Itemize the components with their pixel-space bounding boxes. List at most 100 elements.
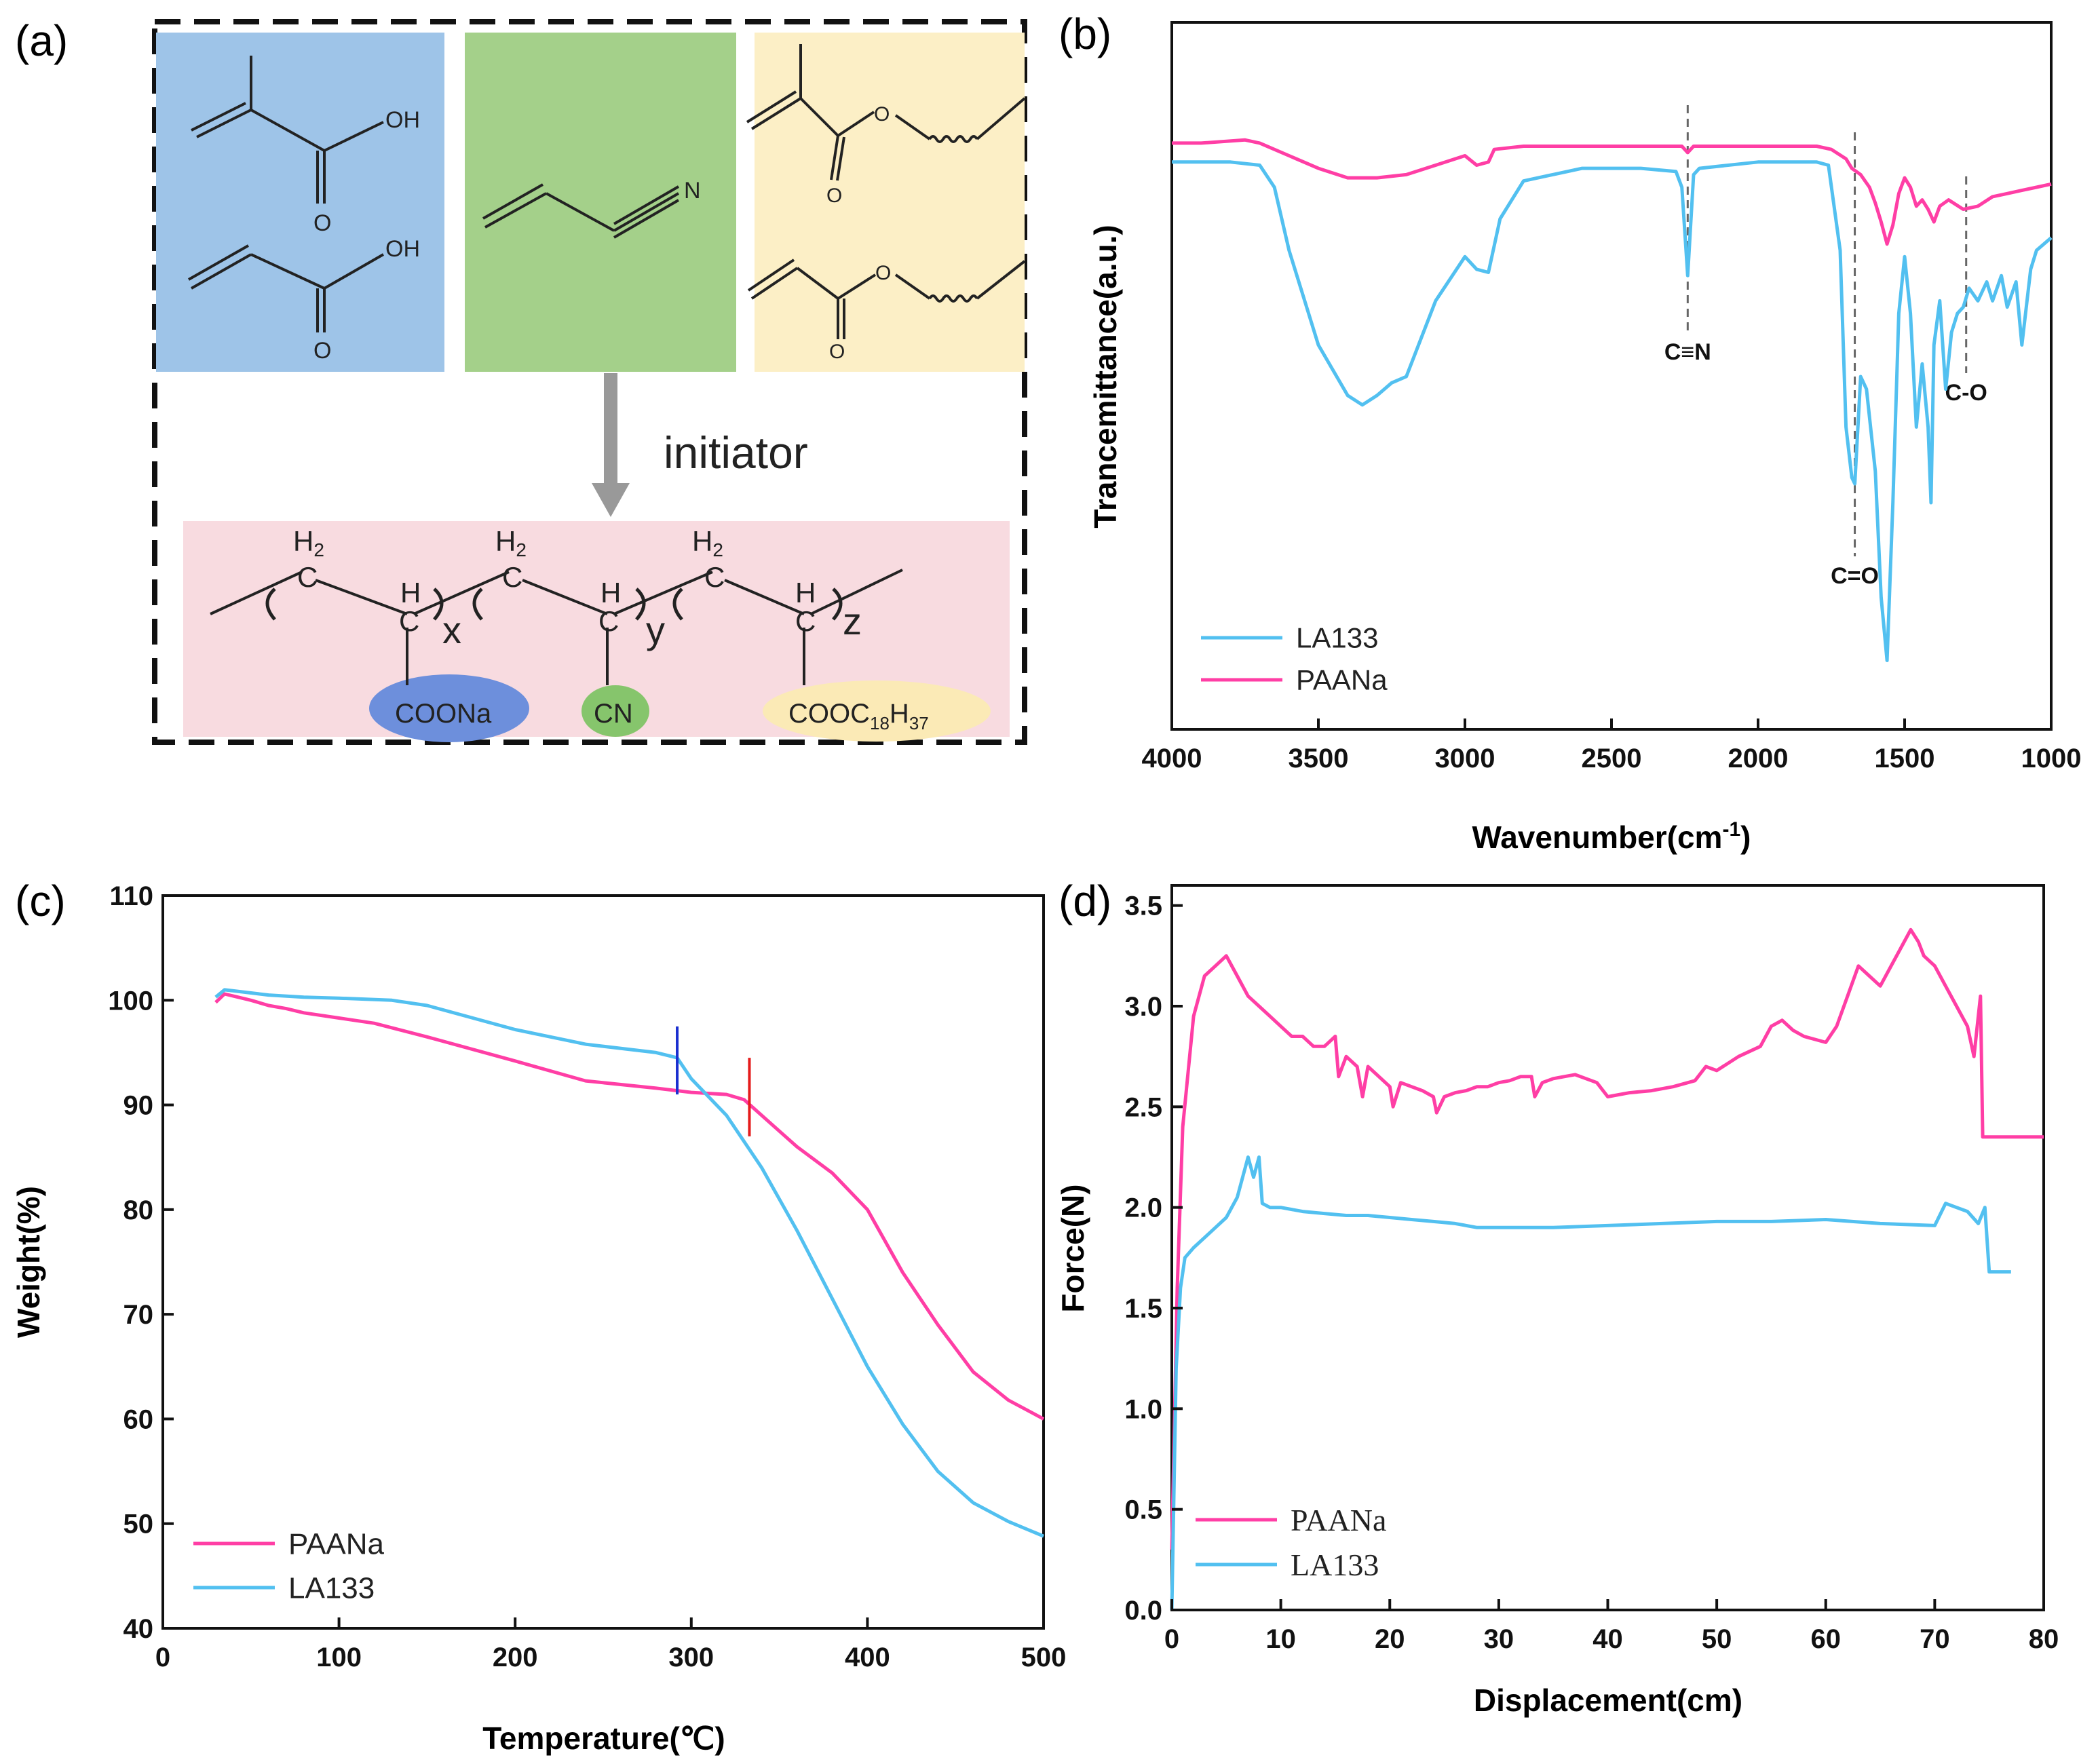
cn-ellipse xyxy=(581,685,649,737)
x-tick-label: 70 xyxy=(1920,1624,1950,1654)
tga-x-axis-title: Temperature(℃) xyxy=(482,1721,725,1756)
annotation-label: C≡N xyxy=(1664,339,1711,365)
tga-y-ticks: 40 50 60 70 80 90 100 110 xyxy=(108,881,174,1644)
cooc-ellipse xyxy=(763,680,991,742)
nitrile-n-label: N xyxy=(684,178,701,204)
reaction-arrow-head xyxy=(592,483,630,517)
panel-d-force: (d) 0 10 20 30 40 50 60 70 80 0.0 0.5 1.0 1.5 2.0 2.5… xyxy=(1055,877,2059,1718)
panel-a-label: (a) xyxy=(15,16,68,65)
methacrylate-carbonyl-o-label: O xyxy=(826,185,842,207)
x-tick-label: 300 xyxy=(668,1643,714,1672)
tga-plot-frame xyxy=(161,894,1045,1630)
methacrylate-ester-structure xyxy=(746,44,1026,181)
y-tick-label: 2.0 xyxy=(1124,1193,1162,1223)
x-tick-label: 1000 xyxy=(2021,744,2082,773)
legend-label-paana: PAANa xyxy=(1291,1503,1386,1537)
force-series-group xyxy=(1170,927,2044,1611)
force-y-ticks: 0.0 0.5 1.0 1.5 2.0 2.5 3.0 3.5 xyxy=(1124,891,1183,1626)
x-tick-label: 80 xyxy=(2029,1624,2059,1654)
acrylonitrile-structure xyxy=(482,183,680,239)
series-line-la133 xyxy=(214,988,1044,1538)
panel-d-label: (d) xyxy=(1058,877,1111,925)
y-tick-label: 40 xyxy=(123,1614,154,1644)
panel-c-label: (c) xyxy=(15,877,66,925)
y-tick-label: 3.5 xyxy=(1124,891,1162,921)
panel-b-label: (b) xyxy=(1058,9,1111,58)
ch-c-2: C xyxy=(598,605,619,637)
ftir-x-axis-title: Wavenumber(cm-1) xyxy=(1472,818,1751,855)
methacrylate-ester-o-label: O xyxy=(874,103,890,126)
ch2-h-3: H2 xyxy=(692,525,723,560)
x-tick-label: 40 xyxy=(1592,1624,1623,1654)
x-tick-label: 2000 xyxy=(1728,744,1789,773)
tga-series-group xyxy=(214,988,1045,1538)
y-tick-label: 50 xyxy=(123,1510,154,1539)
scheme-dashed-border xyxy=(152,19,1027,745)
legend-label-la133: LA133 xyxy=(1296,622,1378,654)
tga-x-ticks: 0 100 200 300 400 500 xyxy=(155,1617,1067,1672)
ftir-annotation-lines: C≡N C=O C-O xyxy=(1664,105,1987,589)
polymer-backbone xyxy=(210,569,903,685)
ester-monomer-box xyxy=(755,33,1025,372)
x-tick-label: 200 xyxy=(493,1643,538,1672)
y-tick-label: 110 xyxy=(109,881,153,911)
methacrylic-o-label: O xyxy=(313,210,331,236)
ch2-h-2: H2 xyxy=(495,525,527,560)
y-tick-label: 2.5 xyxy=(1124,1092,1162,1122)
x-tick-label: 3000 xyxy=(1435,744,1495,773)
methacrylic-acid-structure xyxy=(191,56,384,204)
legend-label-la133: LA133 xyxy=(1291,1548,1379,1582)
tga-onset-markers xyxy=(676,1026,751,1136)
initiator-label: initiator xyxy=(664,427,808,478)
x-tick-label: 400 xyxy=(845,1643,890,1672)
x-tick-label: 30 xyxy=(1484,1624,1514,1654)
panel-b-ftir: (b) C≡N C=O C-O 4000 3500 3000 2500 2000 1500 10… xyxy=(1058,9,2081,855)
cooc18h37-label: COOC18H37 xyxy=(788,699,929,733)
y-tick-label: 90 xyxy=(123,1091,154,1121)
acrylate-carbonyl-o-label: O xyxy=(829,341,845,363)
ch-c-3: C xyxy=(795,605,816,637)
x-tick-label: 4000 xyxy=(1142,744,1202,773)
ch2-h-1: H2 xyxy=(293,525,324,560)
ftir-legend: LA133 PAANa xyxy=(1201,622,1388,696)
ftir-y-axis-title: Trancemittance(a.u.) xyxy=(1088,225,1123,528)
repeat-z-label: z xyxy=(843,600,862,643)
series-line-paana xyxy=(1170,927,2044,1550)
y-tick-label: 3.0 xyxy=(1124,992,1162,1022)
coona-ellipse xyxy=(369,674,529,742)
annotation-label: C=O xyxy=(1831,563,1879,589)
y-tick-label: 1.5 xyxy=(1124,1294,1162,1324)
cn-label: CN xyxy=(594,699,633,729)
x-tick-label: 0 xyxy=(155,1643,170,1672)
x-tick-label: 2500 xyxy=(1582,744,1642,773)
y-tick-label: 70 xyxy=(123,1300,154,1330)
x-tick-label: 500 xyxy=(1021,1643,1067,1672)
legend-label-paana: PAANa xyxy=(288,1527,385,1560)
y-tick-label: 60 xyxy=(123,1404,154,1434)
x-tick-label: 50 xyxy=(1702,1624,1732,1654)
legend-label-paana: PAANa xyxy=(1296,664,1388,696)
ftir-x-ticks: 4000 3500 3000 2500 2000 1500 1000 xyxy=(1142,718,2082,773)
repeat-y-label: y xyxy=(646,609,665,651)
acrylic-o-label: O xyxy=(313,338,331,364)
series-line-paana xyxy=(1172,138,2052,246)
ch2-c-2: C xyxy=(502,561,522,593)
force-x-axis-title: Displacement(cm) xyxy=(1474,1683,1742,1718)
ch-c-1: C xyxy=(399,605,419,637)
series-line-paana xyxy=(214,992,1045,1421)
annotation-label: C-O xyxy=(1945,380,1987,406)
ch-h-1: H xyxy=(400,577,421,609)
methacrylic-oh-label: OH xyxy=(385,107,420,133)
acrylate-ester-o-label: O xyxy=(875,262,891,284)
force-legend: PAANa LA133 xyxy=(1196,1503,1386,1582)
panel-c-tga: (c) 0 100 200 300 400 500 405060708090100110 … xyxy=(11,877,1066,1756)
panel-a: (a) OH O OH O xyxy=(15,16,1027,745)
x-tick-label: 100 xyxy=(316,1643,362,1672)
ch2-c-1: C xyxy=(297,561,318,593)
ch-h-2: H xyxy=(600,577,621,609)
x-tick-label: 10 xyxy=(1265,1624,1296,1654)
y-tick-label: 0.0 xyxy=(1124,1596,1162,1626)
tga-legend: PAANa LA133 xyxy=(193,1527,385,1605)
acid-monomer-box xyxy=(156,33,444,372)
y-tick-label: 1.0 xyxy=(1124,1394,1162,1424)
